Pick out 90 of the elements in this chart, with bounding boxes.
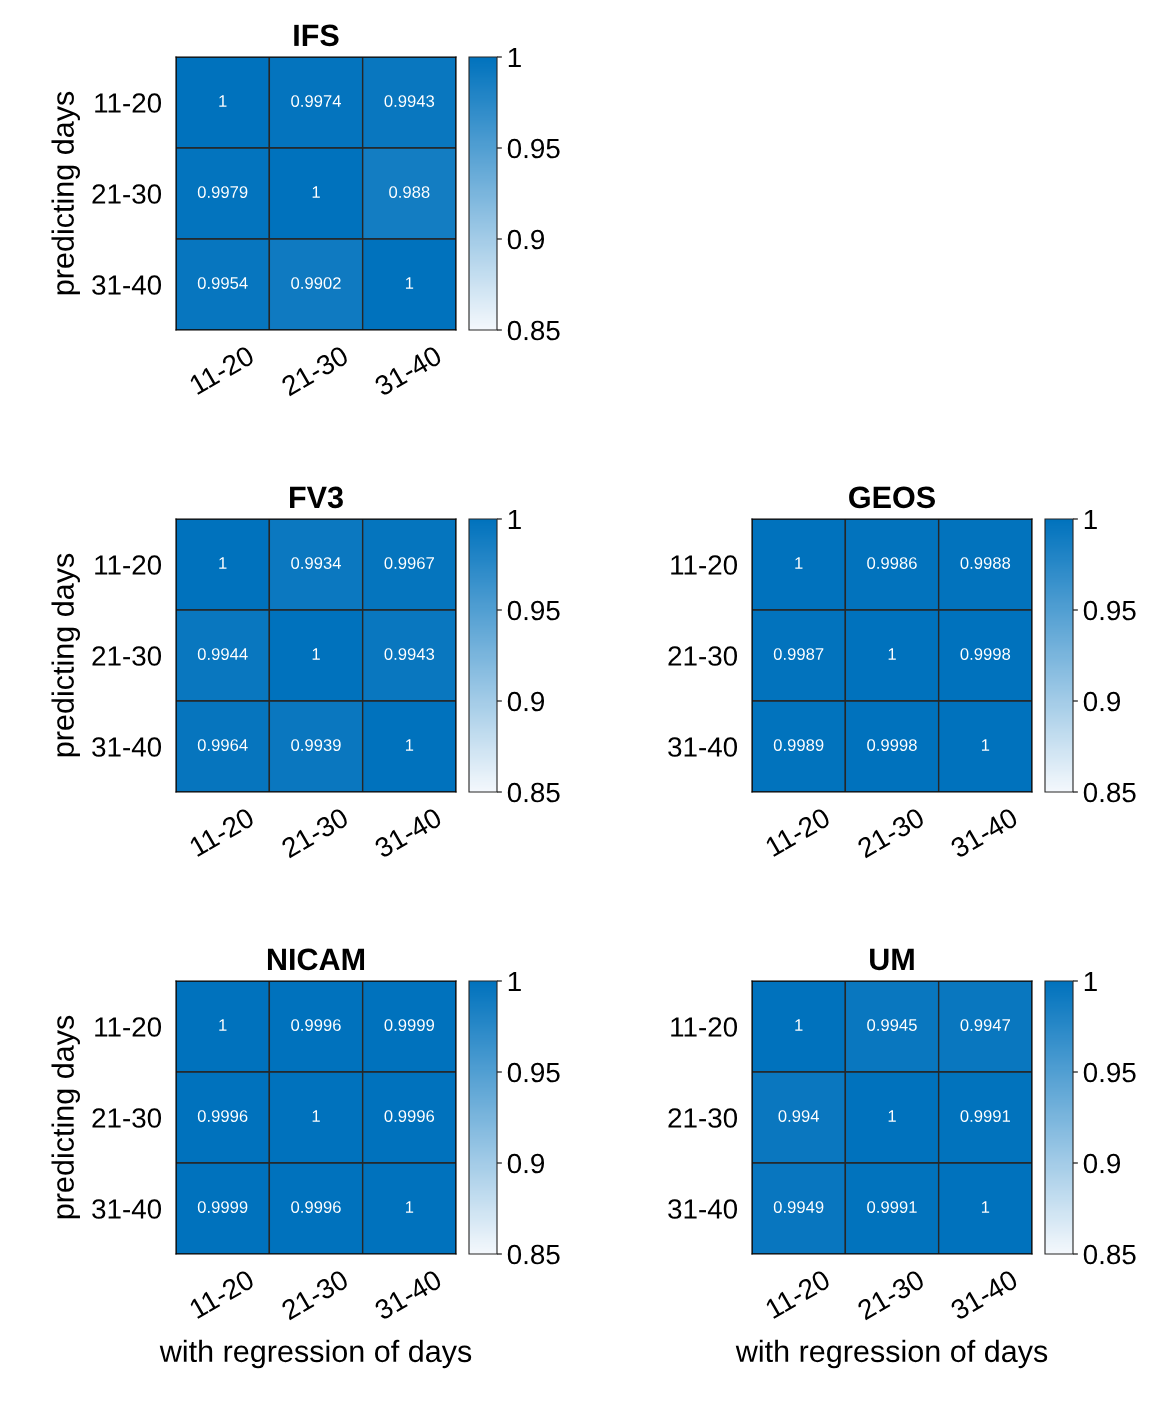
y-tick-label: 21-30	[668, 1108, 738, 1128]
color-bar-label: 1	[1084, 971, 1097, 992]
data-label: 0.9964	[197, 739, 248, 751]
data-label: 1	[888, 648, 896, 660]
color-bar-label: 0.9	[507, 691, 545, 712]
data-label: 1	[981, 1201, 990, 1213]
color-bar-label: 0.95	[507, 1062, 560, 1083]
y-tick-label: 31-40	[668, 1199, 738, 1219]
data-label: 0.9954	[197, 277, 248, 289]
color-bar-label: 0.85	[507, 1244, 560, 1265]
y-axis-title: predicting days	[51, 553, 80, 757]
color-bar-label: 1	[508, 47, 521, 68]
data-label: 1	[219, 557, 227, 569]
data-label: 0.9996	[291, 1019, 341, 1031]
data-label: 0.9945	[867, 1019, 917, 1031]
data-label: 0.994	[778, 1110, 820, 1122]
y-axis-title: predicting days	[51, 91, 80, 295]
color-bar-label: 0.9	[1083, 691, 1121, 712]
color-bar-label: 0.95	[1083, 600, 1136, 621]
data-label: 1	[405, 1201, 414, 1213]
data-label: 1	[312, 186, 320, 198]
color-bar-label: 0.95	[507, 600, 560, 621]
data-label: 0.9999	[384, 1019, 435, 1031]
y-tick-label: 11-20	[671, 555, 738, 575]
data-label: 0.9979	[197, 186, 248, 198]
data-label: 1	[981, 739, 990, 751]
color-bar-label: 0.9	[507, 229, 545, 250]
color-bar-label: 0.95	[507, 138, 560, 159]
color-bar-label: 0.95	[1083, 1062, 1136, 1083]
data-label: 0.9947	[960, 1019, 1010, 1031]
x-axis-title: with regression of days	[159, 1339, 472, 1369]
data-label: 1	[219, 95, 227, 107]
color-bar-label: 0.85	[1083, 1244, 1136, 1265]
y-tick-label: 11-20	[95, 555, 162, 575]
y-tick-label: 11-20	[95, 1017, 162, 1037]
data-label: 0.9939	[291, 739, 341, 751]
data-label: 0.9989	[773, 739, 824, 751]
x-axis-title: with regression of days	[735, 1339, 1048, 1369]
data-label: 0.9999	[197, 1201, 248, 1213]
y-tick-label: 21-30	[92, 1108, 162, 1128]
data-label: 0.9998	[867, 739, 917, 751]
data-label: 0.9974	[291, 95, 341, 107]
data-label: 0.9996	[384, 1110, 435, 1122]
color-bar-label: 1	[508, 509, 521, 530]
y-tick-label: 31-40	[668, 737, 738, 757]
chart-title: UM	[870, 948, 914, 971]
color-bar-label: 0.9	[1083, 1153, 1121, 1174]
y-tick-label: 21-30	[92, 184, 162, 204]
color-bar-label: 0.85	[1083, 782, 1136, 803]
chart-title: FV3	[290, 486, 343, 509]
data-label: 0.9944	[197, 648, 248, 660]
data-label: 1	[312, 1110, 320, 1122]
data-label: 0.9991	[960, 1110, 1011, 1122]
y-tick-label: 11-20	[671, 1017, 738, 1037]
data-label: 1	[795, 1019, 803, 1031]
data-label: 1	[312, 648, 320, 660]
data-label: 0.9967	[384, 557, 434, 569]
data-label: 1	[219, 1019, 227, 1031]
data-label: 1	[888, 1110, 896, 1122]
data-label: 0.9943	[384, 95, 435, 107]
data-label: 0.9991	[867, 1201, 917, 1213]
data-label: 0.9998	[960, 648, 1011, 660]
color-bar-label: 0.85	[507, 320, 560, 341]
y-axis-title: predicting days	[51, 1015, 80, 1219]
chart-title: IFS	[294, 24, 339, 47]
data-label: 0.9996	[291, 1201, 341, 1213]
data-label: 1	[405, 277, 414, 289]
data-label: 0.9988	[960, 557, 1011, 569]
color-bar-label: 0.85	[507, 782, 560, 803]
chart-title: NICAM	[267, 948, 365, 971]
y-tick-label: 21-30	[92, 646, 162, 666]
data-label: 0.9943	[384, 648, 435, 660]
data-label: 0.9986	[867, 557, 917, 569]
data-label: 0.9902	[291, 277, 341, 289]
data-label: 1	[795, 557, 803, 569]
y-tick-label: 31-40	[92, 275, 162, 295]
data-label: 0.988	[389, 186, 430, 198]
y-tick-label: 11-20	[95, 93, 162, 113]
y-tick-label: 31-40	[92, 1199, 162, 1219]
color-bar-label: 1	[508, 971, 521, 992]
chart-title: GEOS	[849, 486, 935, 509]
y-tick-label: 31-40	[92, 737, 162, 757]
data-label: 0.9996	[197, 1110, 248, 1122]
color-bar-label: 0.9	[507, 1153, 545, 1174]
data-label: 0.9987	[773, 648, 824, 660]
data-label: 0.9934	[291, 557, 341, 569]
y-tick-label: 21-30	[668, 646, 738, 666]
data-label: 0.9949	[773, 1201, 824, 1213]
color-bar-label: 1	[1084, 509, 1097, 530]
data-label: 1	[405, 739, 414, 751]
